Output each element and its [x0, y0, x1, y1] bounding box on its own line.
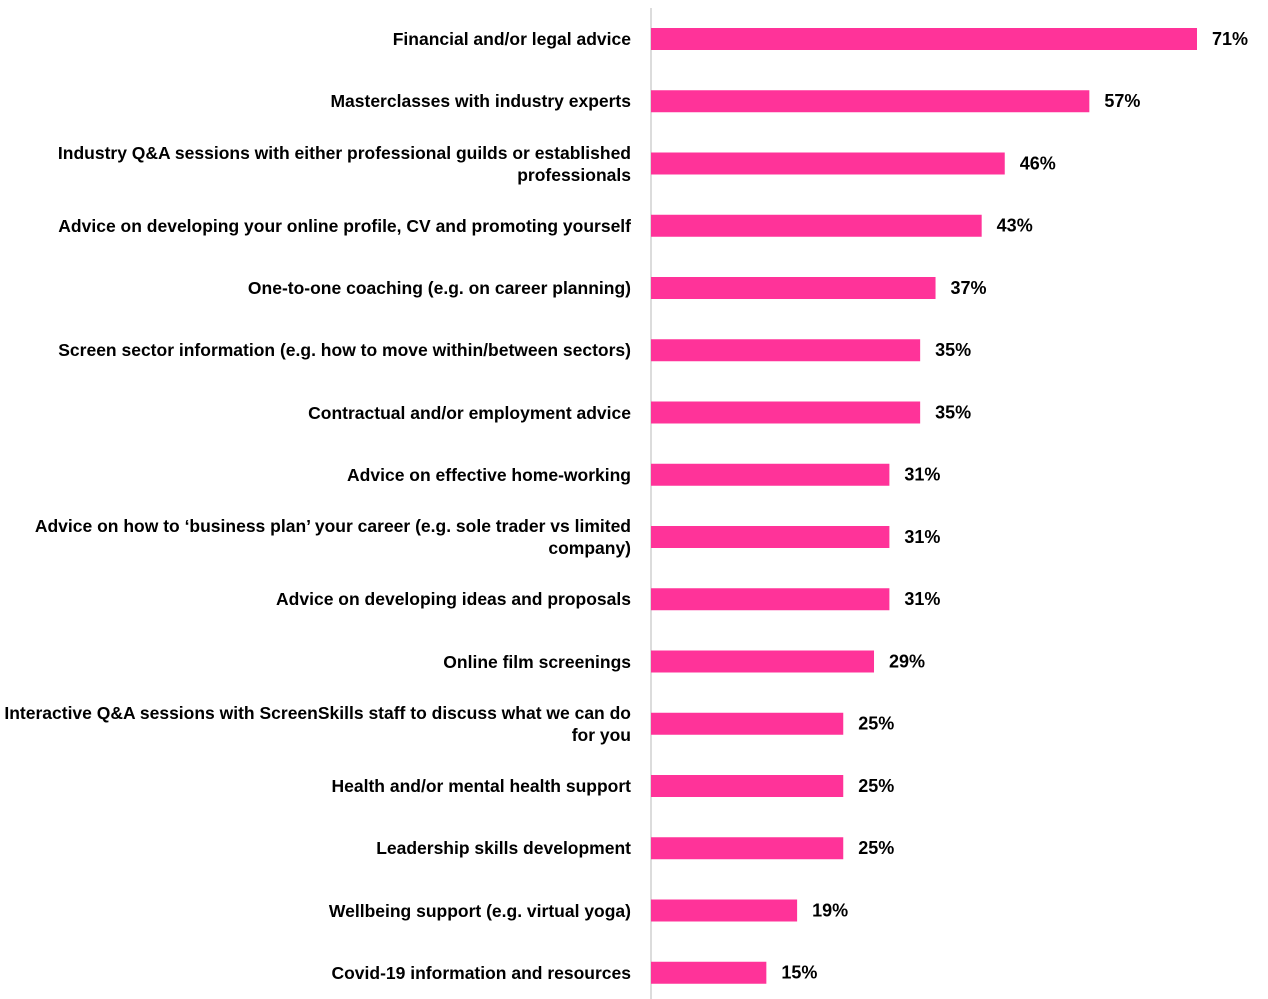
bar — [651, 463, 890, 486]
value-label: 19% — [812, 900, 848, 920]
category-label: Screen sector information (e.g. how to m… — [58, 340, 631, 361]
category-label: Covid-19 information and resources — [331, 962, 631, 983]
bar — [651, 401, 921, 424]
category-label: Contractual and/or employment advice — [308, 402, 631, 423]
bar — [651, 588, 890, 611]
value-label: 57% — [1104, 91, 1140, 111]
value-label: 25% — [858, 714, 894, 734]
value-label: 15% — [781, 963, 817, 983]
category-label: Advice on how to ‘business plan’ your ca… — [34, 516, 631, 558]
value-label: 31% — [904, 527, 940, 547]
category-label: Wellbeing support (e.g. virtual yoga) — [328, 900, 631, 921]
category-label: Masterclasses with industry experts — [330, 91, 631, 112]
bar — [651, 339, 921, 362]
value-label: 43% — [997, 216, 1033, 236]
category-label: Advice on developing your online profile… — [58, 215, 631, 236]
bar — [651, 650, 875, 673]
bar — [651, 712, 844, 735]
value-label: 37% — [951, 278, 987, 298]
category-label: Financial and/or legal advice — [392, 29, 631, 49]
value-label: 31% — [904, 589, 940, 609]
bar — [651, 152, 1005, 175]
value-label: 35% — [935, 340, 971, 360]
category-label: Online film screenings — [443, 651, 631, 672]
category-label: Industry Q&A sessions with either profes… — [57, 142, 631, 185]
bar — [651, 899, 798, 922]
category-label: Health and/or mental health support — [331, 776, 631, 796]
value-label: 29% — [889, 651, 925, 671]
value-label: 46% — [1020, 153, 1056, 173]
value-label: 25% — [858, 776, 894, 796]
bar — [651, 28, 1197, 50]
value-label: 71% — [1212, 29, 1248, 49]
bar — [651, 90, 1090, 113]
category-label: Advice on effective home-working — [347, 464, 631, 485]
category-label: Interactive Q&A sessions with ScreenSkil… — [4, 702, 631, 745]
bar — [651, 526, 890, 548]
bar — [651, 214, 982, 237]
category-label: Leadership skills development — [376, 838, 631, 859]
category-label: Advice on developing ideas and proposals — [276, 589, 631, 610]
value-label: 25% — [858, 838, 894, 858]
category-label: One-to-one coaching (e.g. on career plan… — [247, 278, 631, 298]
bar — [651, 775, 844, 797]
value-label: 35% — [935, 402, 971, 422]
bar — [651, 961, 767, 984]
bar — [651, 837, 844, 860]
bar — [651, 277, 936, 299]
value-label: 31% — [904, 465, 940, 485]
